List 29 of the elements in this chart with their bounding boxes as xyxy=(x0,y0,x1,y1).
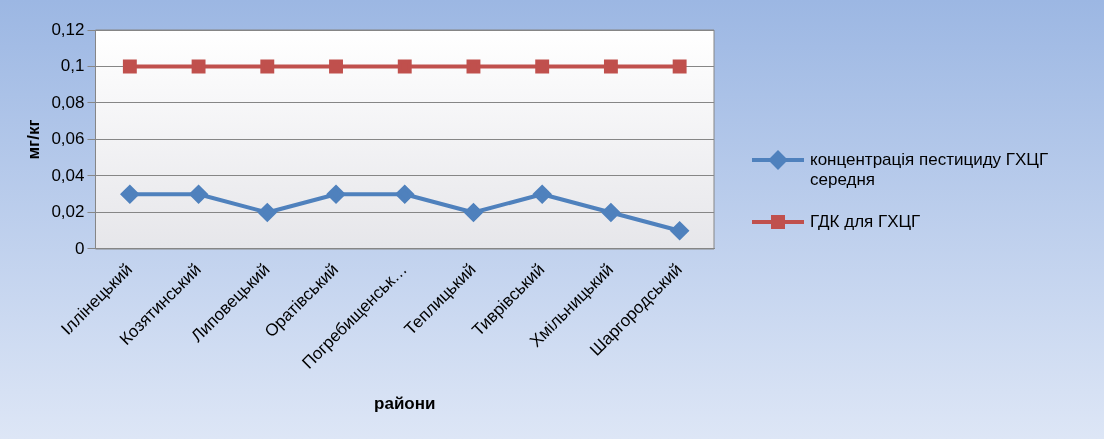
point xyxy=(464,203,483,222)
point xyxy=(327,185,346,204)
y-tick-label: 0 xyxy=(75,238,85,258)
point xyxy=(122,59,137,74)
y-tick-label: 0,02 xyxy=(51,202,85,222)
y-tick-label: 0,1 xyxy=(60,56,85,76)
y-tick-label: 0,04 xyxy=(51,165,85,185)
point xyxy=(395,185,414,204)
point xyxy=(535,59,550,74)
point xyxy=(191,59,206,74)
y-tick-label: 0,12 xyxy=(51,19,85,39)
point xyxy=(601,203,620,222)
point xyxy=(672,59,687,74)
y-tick-label: 0,08 xyxy=(51,92,85,112)
point xyxy=(120,185,139,204)
point xyxy=(329,59,343,74)
y-axis-title: мг/кг xyxy=(23,119,43,160)
point xyxy=(533,185,552,204)
point xyxy=(189,185,208,204)
point xyxy=(670,221,689,240)
point xyxy=(258,203,277,222)
x-axis-title: райони xyxy=(374,394,436,414)
point xyxy=(397,59,412,74)
legend-label: концентрація пестициду ГХЦГ середня xyxy=(810,150,1050,190)
point xyxy=(603,59,618,74)
y-tick-label: 0,06 xyxy=(51,129,85,149)
legend-label: ГДК для ГХЦГ xyxy=(810,212,921,232)
point xyxy=(466,59,481,74)
point xyxy=(260,59,275,74)
